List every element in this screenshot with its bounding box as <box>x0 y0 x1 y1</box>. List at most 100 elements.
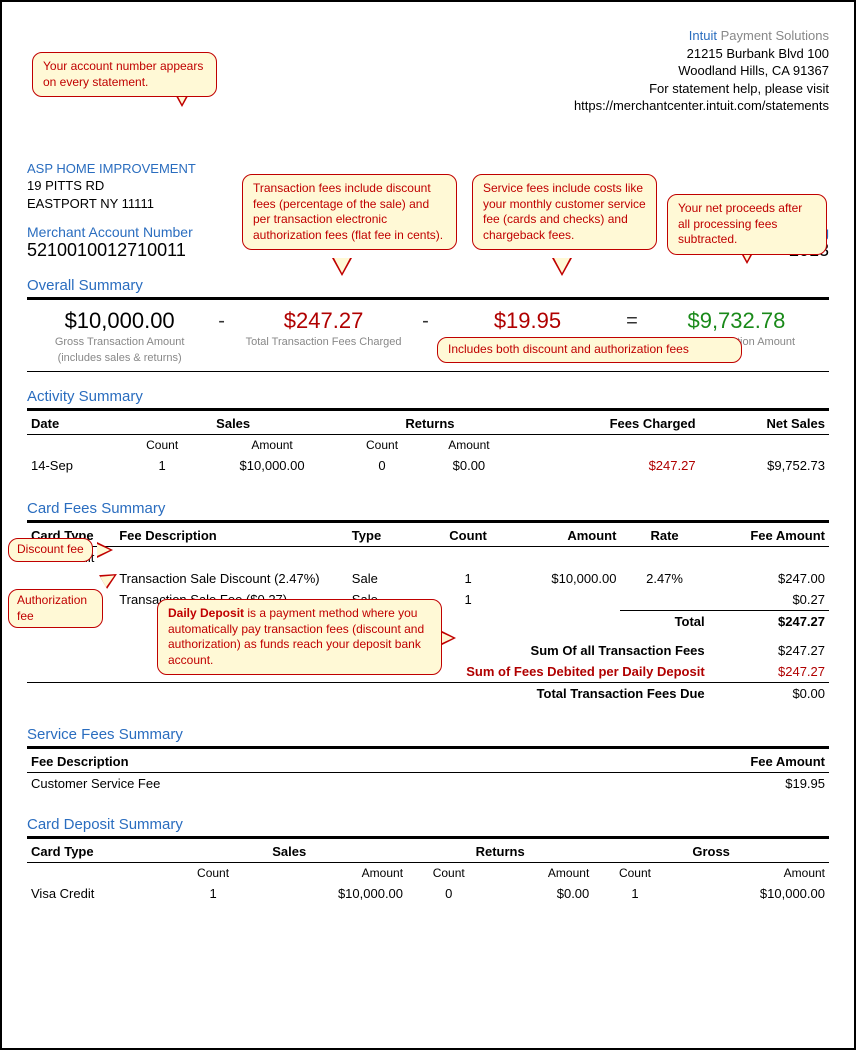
callout-daily-deposit: Daily Deposit is a payment method where … <box>157 599 442 675</box>
svc-amt: $19.95 <box>528 773 829 794</box>
sub-count: Count <box>343 435 421 455</box>
activity-table: Date Sales Returns Fees Charged Net Sale… <box>27 413 829 476</box>
service-row: Customer Service Fee $19.95 <box>27 773 829 794</box>
brand-suffix: Payment Solutions <box>717 28 829 43</box>
minus-op: - <box>212 310 231 333</box>
fee-type: Sale <box>348 568 428 589</box>
fee-amt: $10,000.00 <box>508 568 620 589</box>
sub-amount: Amount <box>201 435 343 455</box>
callout-discount-fee: Discount fee <box>8 538 93 562</box>
dep-gcount: 1 <box>593 883 676 904</box>
statement-help: For statement help, please visit <box>574 80 829 98</box>
cell-returns-count: 0 <box>343 455 421 476</box>
equals-op: = <box>620 310 644 333</box>
rule <box>27 746 829 749</box>
callout-pointer-icon <box>440 630 456 646</box>
activity-summary-title: Activity Summary <box>27 388 829 405</box>
svc-fees-amount: $19.95 <box>435 308 620 334</box>
fee-fee: $247.00 <box>709 568 829 589</box>
col-count: Count <box>428 525 508 547</box>
cell-sales-amt: $10,000.00 <box>201 455 343 476</box>
dep-gamt: $10,000.00 <box>677 883 829 904</box>
sum-debit-val: $247.27 <box>709 661 829 683</box>
dep-scount: 1 <box>171 883 254 904</box>
col-rate: Rate <box>620 525 708 547</box>
overall-summary-title: Overall Summary <box>27 277 829 294</box>
account-number: 5210010012710011 <box>27 240 193 261</box>
gross-amount: $10,000.00 <box>27 308 212 334</box>
fee-fee: $0.27 <box>709 589 829 611</box>
company-address: Intuit Payment Solutions 21215 Burbank B… <box>574 27 829 115</box>
dep-rcount: 0 <box>407 883 490 904</box>
col-cardtype: Card Type <box>27 841 171 863</box>
service-fees-table: Fee Description Fee Amount Customer Serv… <box>27 751 829 794</box>
sub-count: Count <box>171 863 254 883</box>
svc-desc: Customer Service Fee <box>27 773 528 794</box>
txn-fees-sub: Total Transaction Fees Charged <box>231 336 416 349</box>
sub-amount: Amount <box>255 863 407 883</box>
rule <box>27 520 829 523</box>
company-addr1: 21215 Burbank Blvd 100 <box>574 45 829 63</box>
sum-all-val: $247.27 <box>709 640 829 661</box>
fee-desc: Transaction Sale Discount (2.47%) <box>115 568 348 589</box>
col-sales: Sales <box>171 841 407 863</box>
account-number-label: Merchant Account Number <box>27 224 193 240</box>
sub-count: Count <box>123 435 201 455</box>
callout-net: Your net proceeds after all processing f… <box>667 194 827 255</box>
cell-date: 14-Sep <box>27 455 123 476</box>
col-amt: Fee Amount <box>528 751 829 773</box>
col-amount: Amount <box>508 525 620 547</box>
deposit-title: Card Deposit Summary <box>27 816 829 833</box>
dep-samt: $10,000.00 <box>255 883 407 904</box>
sub-amount: Amount <box>677 863 829 883</box>
cell-sales-count: 1 <box>123 455 201 476</box>
col-returns: Returns <box>407 841 593 863</box>
fee-count: 1 <box>428 568 508 589</box>
statement-page: Intuit Payment Solutions 21215 Burbank B… <box>0 0 856 1050</box>
col-type: Type <box>348 525 428 547</box>
statement-url: https://merchantcenter.intuit.com/statem… <box>574 97 829 115</box>
sub-count: Count <box>593 863 676 883</box>
sub-count: Count <box>407 863 490 883</box>
col-returns: Returns <box>343 413 517 435</box>
dep-ramt: $0.00 <box>490 883 593 904</box>
net-amount: $9,732.78 <box>644 308 829 334</box>
cell-net: $9,752.73 <box>700 455 829 476</box>
col-feeamt: Fee Amount <box>709 525 829 547</box>
col-gross: Gross <box>593 841 829 863</box>
callout-svc-fees: Service fees include costs like your mon… <box>472 174 657 250</box>
total-val: $247.27 <box>709 610 829 632</box>
dep-card: Visa Credit <box>27 883 171 904</box>
deposit-table: Card Type Sales Returns Gross Count Amou… <box>27 841 829 904</box>
service-fees-title: Service Fees Summary <box>27 726 829 743</box>
callout-txn-fees: Transaction fees include discount fees (… <box>242 174 457 250</box>
rule <box>27 836 829 839</box>
dd-bold: Daily Deposit <box>168 606 244 620</box>
minus-op: - <box>416 310 435 333</box>
due-label: Total Transaction Fees Due <box>27 683 709 704</box>
callout-pointer-icon <box>97 542 113 558</box>
fee-rate: 2.47% <box>620 568 708 589</box>
company-addr2: Woodland Hills, CA 91367 <box>574 62 829 80</box>
col-net: Net Sales <box>700 413 829 435</box>
gross-sub2: (includes sales & returns) <box>27 352 212 365</box>
gross-sub1: Gross Transaction Amount <box>27 336 212 349</box>
cell-fees: $247.27 <box>517 455 700 476</box>
callout-pointer-icon <box>332 258 352 276</box>
col-sales: Sales <box>123 413 343 435</box>
rule <box>27 408 829 411</box>
fee-row: Transaction Sale Discount (2.47%) Sale 1… <box>27 568 829 589</box>
rule <box>27 297 829 300</box>
deposit-row: Visa Credit 1 $10,000.00 0 $0.00 1 $10,0… <box>27 883 829 904</box>
total-label: Total <box>620 610 708 632</box>
callout-pointer-icon <box>552 258 572 276</box>
callout-disc-auth: Includes both discount and authorization… <box>437 337 742 363</box>
col-feedesc: Fee Description <box>115 525 348 547</box>
sub-amount: Amount <box>490 863 593 883</box>
rule <box>27 371 829 372</box>
col-desc: Fee Description <box>27 751 528 773</box>
cell-returns-amt: $0.00 <box>421 455 517 476</box>
callout-account: Your account number appears on every sta… <box>32 52 217 97</box>
due-val: $0.00 <box>709 683 829 704</box>
card-type: Visa Credit <box>27 547 829 568</box>
